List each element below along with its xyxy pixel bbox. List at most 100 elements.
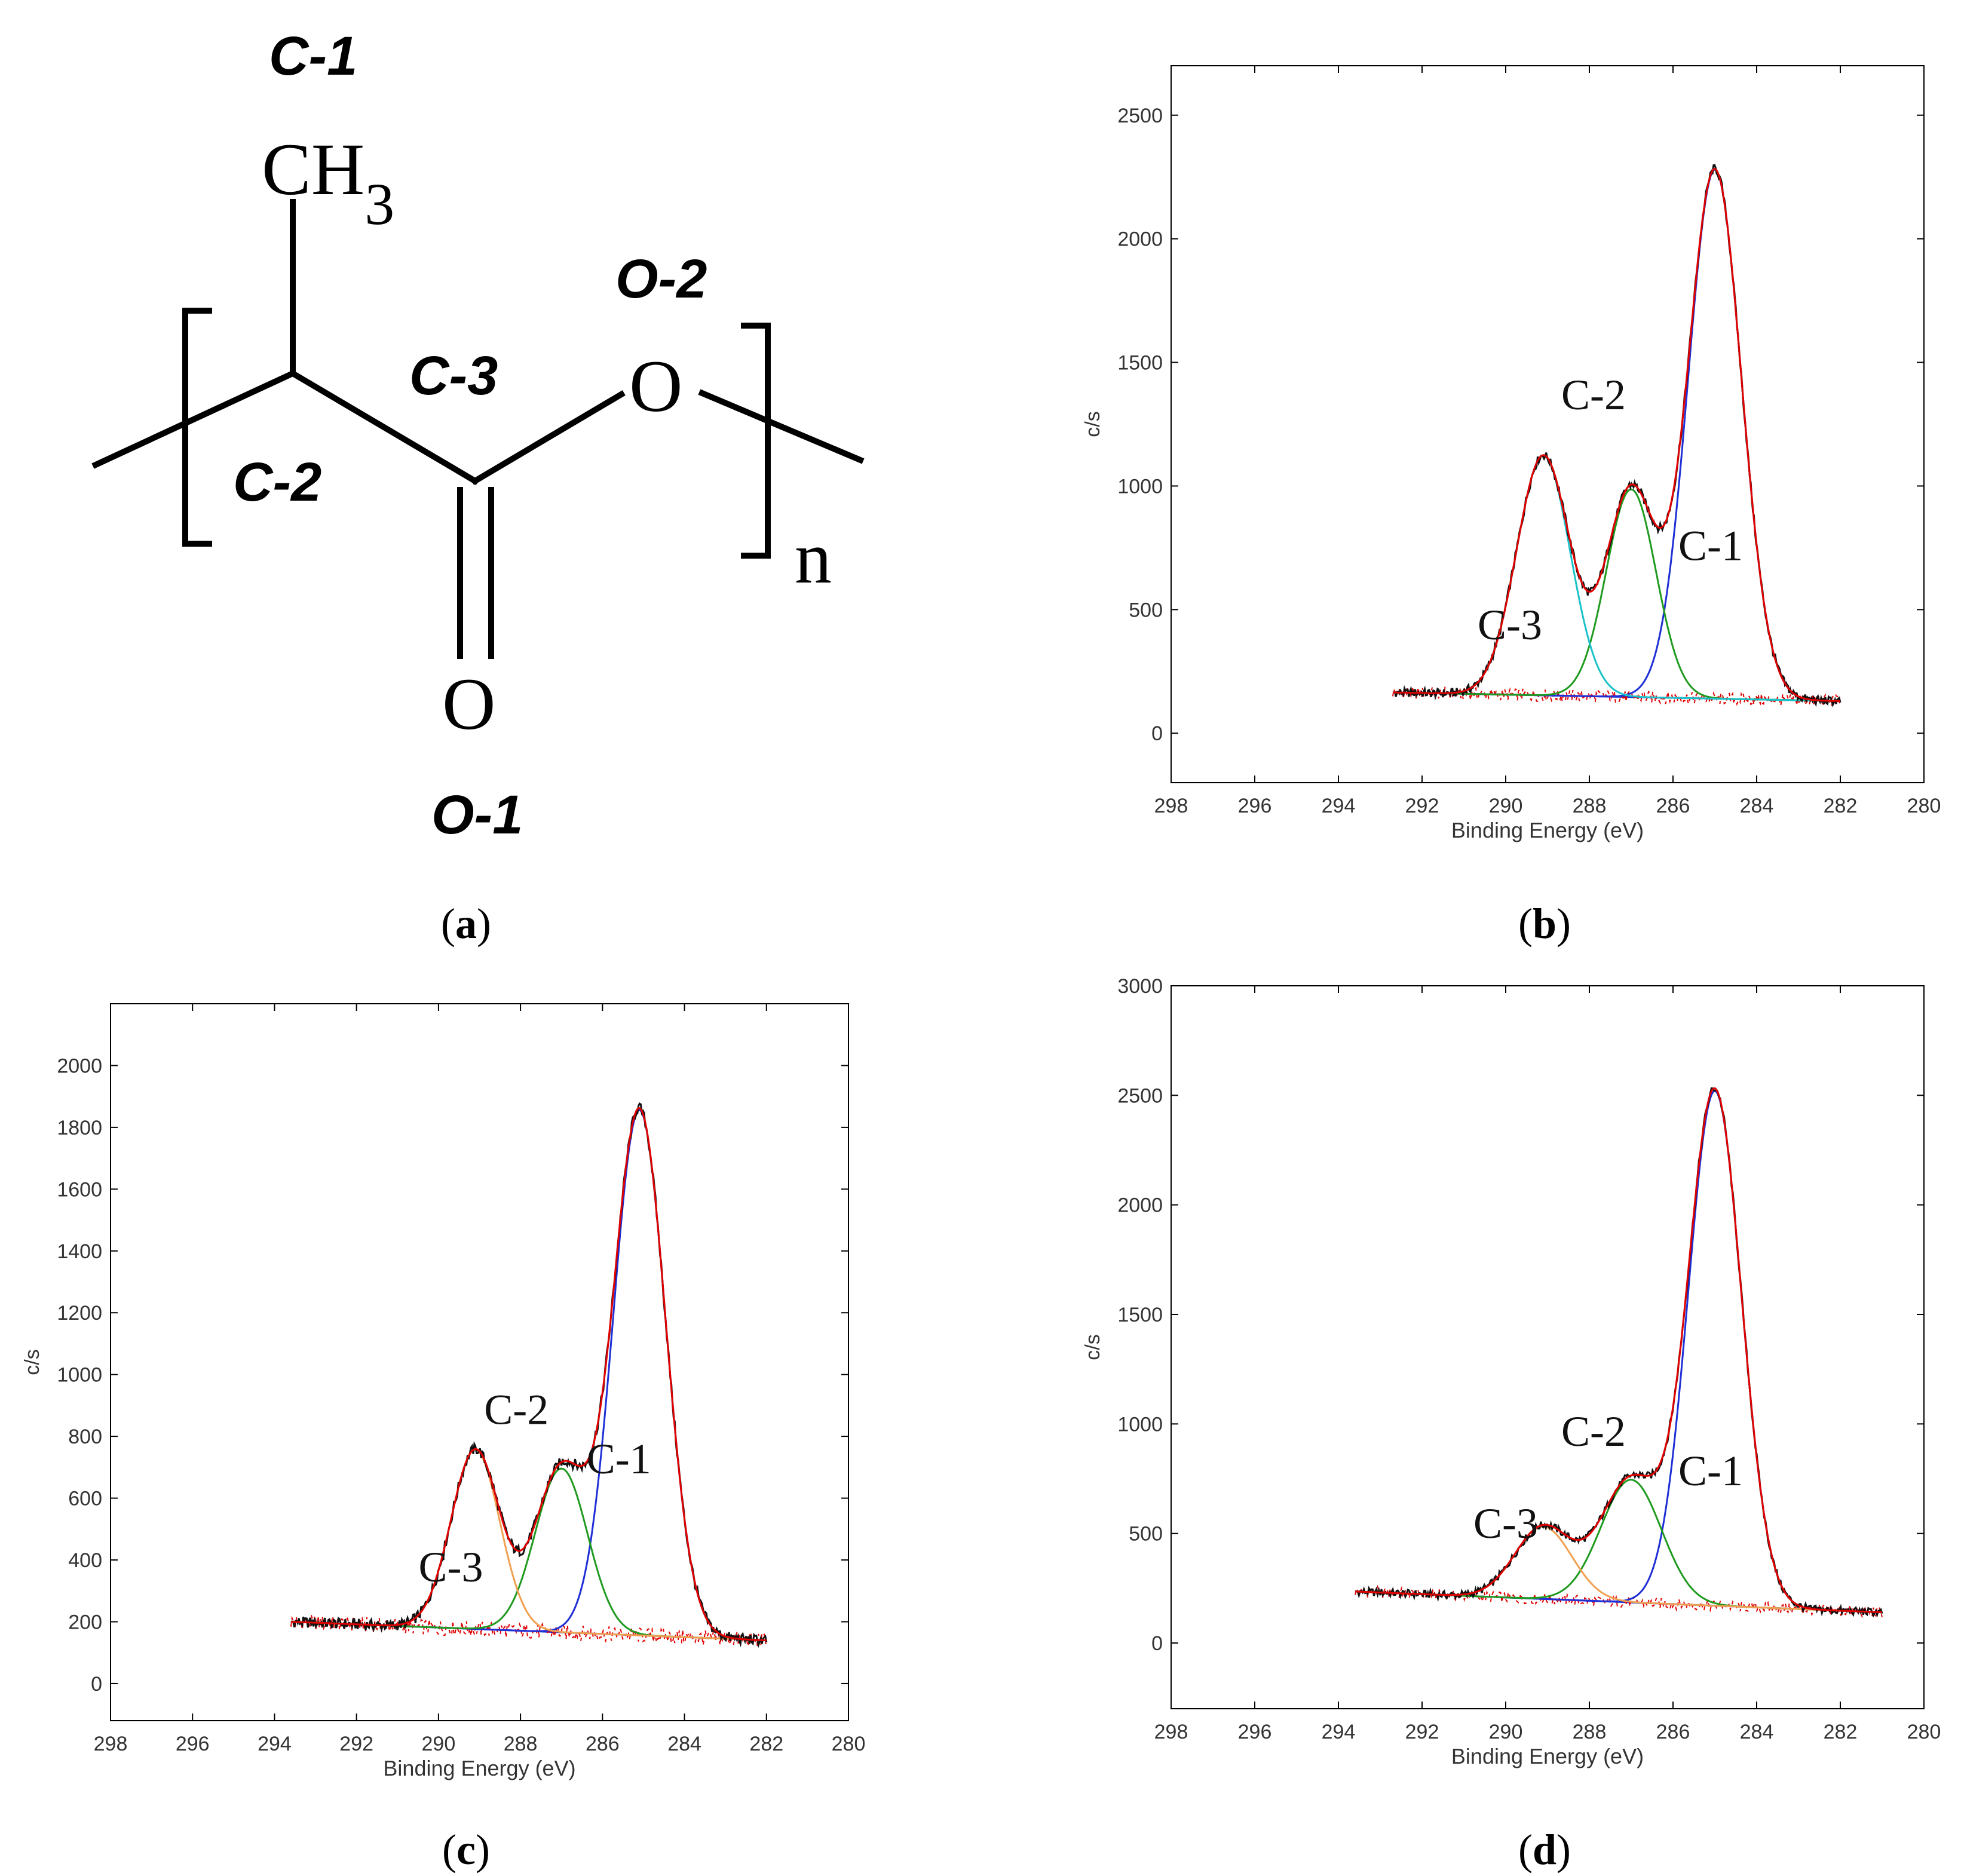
chart-c: 298 296 294 292 290 288 286 284 282 280 0 200 400 600… bbox=[12, 986, 866, 1786]
label-c2: C-2 bbox=[233, 452, 321, 513]
raw-spectrum bbox=[1355, 1087, 1883, 1618]
x-tick-label: 288 bbox=[1573, 795, 1607, 817]
x-tick-label: 298 bbox=[1154, 1721, 1188, 1743]
x-tick-label: 298 bbox=[94, 1733, 128, 1755]
peak-label-c-1: C-1 bbox=[1678, 1447, 1743, 1495]
y-tick-label: 1000 bbox=[1117, 1413, 1163, 1436]
pla-structure: CH3 O O n C-1 O-2 C-3 C-2 O-1 bbox=[91, 26, 865, 845]
y-tick-label: 0 bbox=[1151, 1632, 1163, 1655]
plot-frame bbox=[1171, 985, 1925, 1709]
y-tick-label: 2000 bbox=[1117, 1194, 1163, 1217]
caption-b: (b) bbox=[1518, 900, 1571, 948]
peak-label-c-1: C-1 bbox=[587, 1435, 651, 1483]
carbonyl-oxygen: O bbox=[442, 663, 496, 745]
y-tick-label: 500 bbox=[1129, 599, 1163, 621]
label-c1: C-1 bbox=[269, 26, 357, 87]
raw-spectrum bbox=[1392, 164, 1841, 708]
caption-d: (d) bbox=[1518, 1826, 1571, 1874]
x-tick-label: 288 bbox=[504, 1733, 538, 1755]
fit-envelope bbox=[1393, 167, 1840, 702]
ester-oxygen: O bbox=[629, 345, 683, 427]
y-tick-label: 2000 bbox=[1117, 228, 1163, 251]
repeat-subscript: n bbox=[795, 517, 832, 599]
peak-label-c-3: C-3 bbox=[418, 1543, 483, 1591]
x-tick-label: 298 bbox=[1154, 795, 1188, 817]
peak-label-c-3: C-3 bbox=[1473, 1500, 1538, 1547]
x-tick-label: 280 bbox=[1907, 1721, 1941, 1743]
bond-left-chain bbox=[91, 369, 297, 469]
caption-c: (c) bbox=[442, 1826, 490, 1874]
raw-spectrum bbox=[290, 1102, 768, 1648]
fit-envelope bbox=[1355, 1087, 1883, 1614]
chart-b: 298 296 294 292 290 288 286 284 282 280 0 500 1000 15… bbox=[1052, 42, 1948, 854]
x-tick-label: 282 bbox=[749, 1733, 783, 1755]
x-axis-label: Binding Energy (eV) bbox=[1451, 818, 1644, 842]
x-tick-label: 284 bbox=[1740, 795, 1774, 817]
chart-c-svg: 298 296 294 292 290 288 286 284 282 280 0 200 400 600… bbox=[21, 1003, 865, 1780]
peak-label-c-2: C-2 bbox=[1561, 1408, 1626, 1455]
y-tick-label: 2500 bbox=[1117, 1084, 1163, 1107]
y-tick-label: 400 bbox=[68, 1549, 102, 1572]
plot-frame bbox=[1171, 65, 1925, 783]
x-tick-label: 292 bbox=[1405, 1721, 1439, 1743]
y-tick-label: 1500 bbox=[1117, 352, 1163, 375]
chart-d-svg: 298 296 294 292 290 288 286 284 282 280 0 500 1000 15… bbox=[1081, 975, 1941, 1768]
x-tick-label: 292 bbox=[339, 1733, 373, 1755]
y-tick-label: 1600 bbox=[57, 1178, 102, 1201]
residual-line bbox=[1392, 686, 1841, 707]
y-tick-label: 0 bbox=[91, 1673, 102, 1696]
y-tick-label: 200 bbox=[68, 1611, 102, 1633]
fit-envelope bbox=[290, 1107, 767, 1641]
left-bracket bbox=[182, 308, 212, 547]
x-tick-label: 294 bbox=[1322, 1721, 1356, 1743]
x-tick-label: 284 bbox=[1740, 1721, 1774, 1743]
y-tick-label: 1400 bbox=[57, 1240, 102, 1263]
x-tick-label: 286 bbox=[1656, 795, 1690, 817]
x-tick-label: 282 bbox=[1824, 795, 1858, 817]
label-o2: O-2 bbox=[615, 249, 707, 309]
x-tick-label: 296 bbox=[1238, 1721, 1272, 1743]
structure-panel: CH3 O O n C-1 O-2 C-3 C-2 O-1 bbox=[0, 0, 932, 884]
methyl-group: CH3 bbox=[262, 128, 394, 237]
component-c-1 bbox=[290, 1109, 767, 1641]
label-o1: O-1 bbox=[431, 784, 523, 845]
y-tick-label: 1800 bbox=[57, 1117, 102, 1139]
x-tick-label: 282 bbox=[1824, 1721, 1858, 1743]
x-axis-label: Binding Energy (eV) bbox=[383, 1756, 575, 1780]
x-axis-label: Binding Energy (eV) bbox=[1451, 1744, 1644, 1768]
x-tick-label: 280 bbox=[1907, 795, 1941, 817]
y-tick-label: 1200 bbox=[57, 1302, 102, 1325]
bond-o-right bbox=[698, 389, 865, 464]
peak-label-c-3: C-3 bbox=[1478, 601, 1542, 649]
y-tick-label: 500 bbox=[1129, 1523, 1163, 1546]
x-tick-label: 294 bbox=[1322, 795, 1356, 817]
y-tick-label: 1000 bbox=[1117, 475, 1163, 498]
label-c3: C-3 bbox=[409, 345, 498, 406]
bond-ch-c3 bbox=[289, 369, 479, 485]
x-tick-label: 296 bbox=[1238, 795, 1272, 817]
peak-label-c-1: C-1 bbox=[1678, 522, 1743, 570]
x-tick-label: 294 bbox=[258, 1733, 292, 1755]
y-tick-label: 0 bbox=[1151, 722, 1163, 745]
chart-d: 298 296 294 292 290 288 286 284 282 280 0 500 1000 15… bbox=[1052, 968, 1948, 1786]
x-tick-label: 292 bbox=[1405, 795, 1439, 817]
x-tick-label: 296 bbox=[176, 1733, 210, 1755]
plot-frame bbox=[110, 1003, 849, 1721]
right-bracket bbox=[741, 323, 771, 559]
y-tick-label: 1000 bbox=[57, 1364, 102, 1387]
y-axis-label: c/s bbox=[1081, 1334, 1104, 1360]
y-axis-label: c/s bbox=[21, 1349, 44, 1375]
y-tick-label: 3000 bbox=[1117, 975, 1163, 998]
y-tick-label: 600 bbox=[68, 1488, 102, 1510]
x-tick-label: 290 bbox=[1489, 1721, 1523, 1743]
component-c-3 bbox=[1355, 1525, 1883, 1614]
y-tick-label: 2000 bbox=[57, 1055, 102, 1077]
chart-b-svg: 298 296 294 292 290 288 286 284 282 280 0 500 1000 15… bbox=[1081, 65, 1941, 842]
component-c-1 bbox=[1393, 168, 1840, 702]
component-c-1 bbox=[1355, 1090, 1883, 1614]
x-tick-label: 290 bbox=[1489, 795, 1523, 817]
x-tick-label: 286 bbox=[586, 1733, 620, 1755]
y-tick-label: 800 bbox=[68, 1426, 102, 1448]
y-tick-label: 2500 bbox=[1117, 105, 1163, 127]
y-axis-label: c/s bbox=[1081, 411, 1104, 437]
